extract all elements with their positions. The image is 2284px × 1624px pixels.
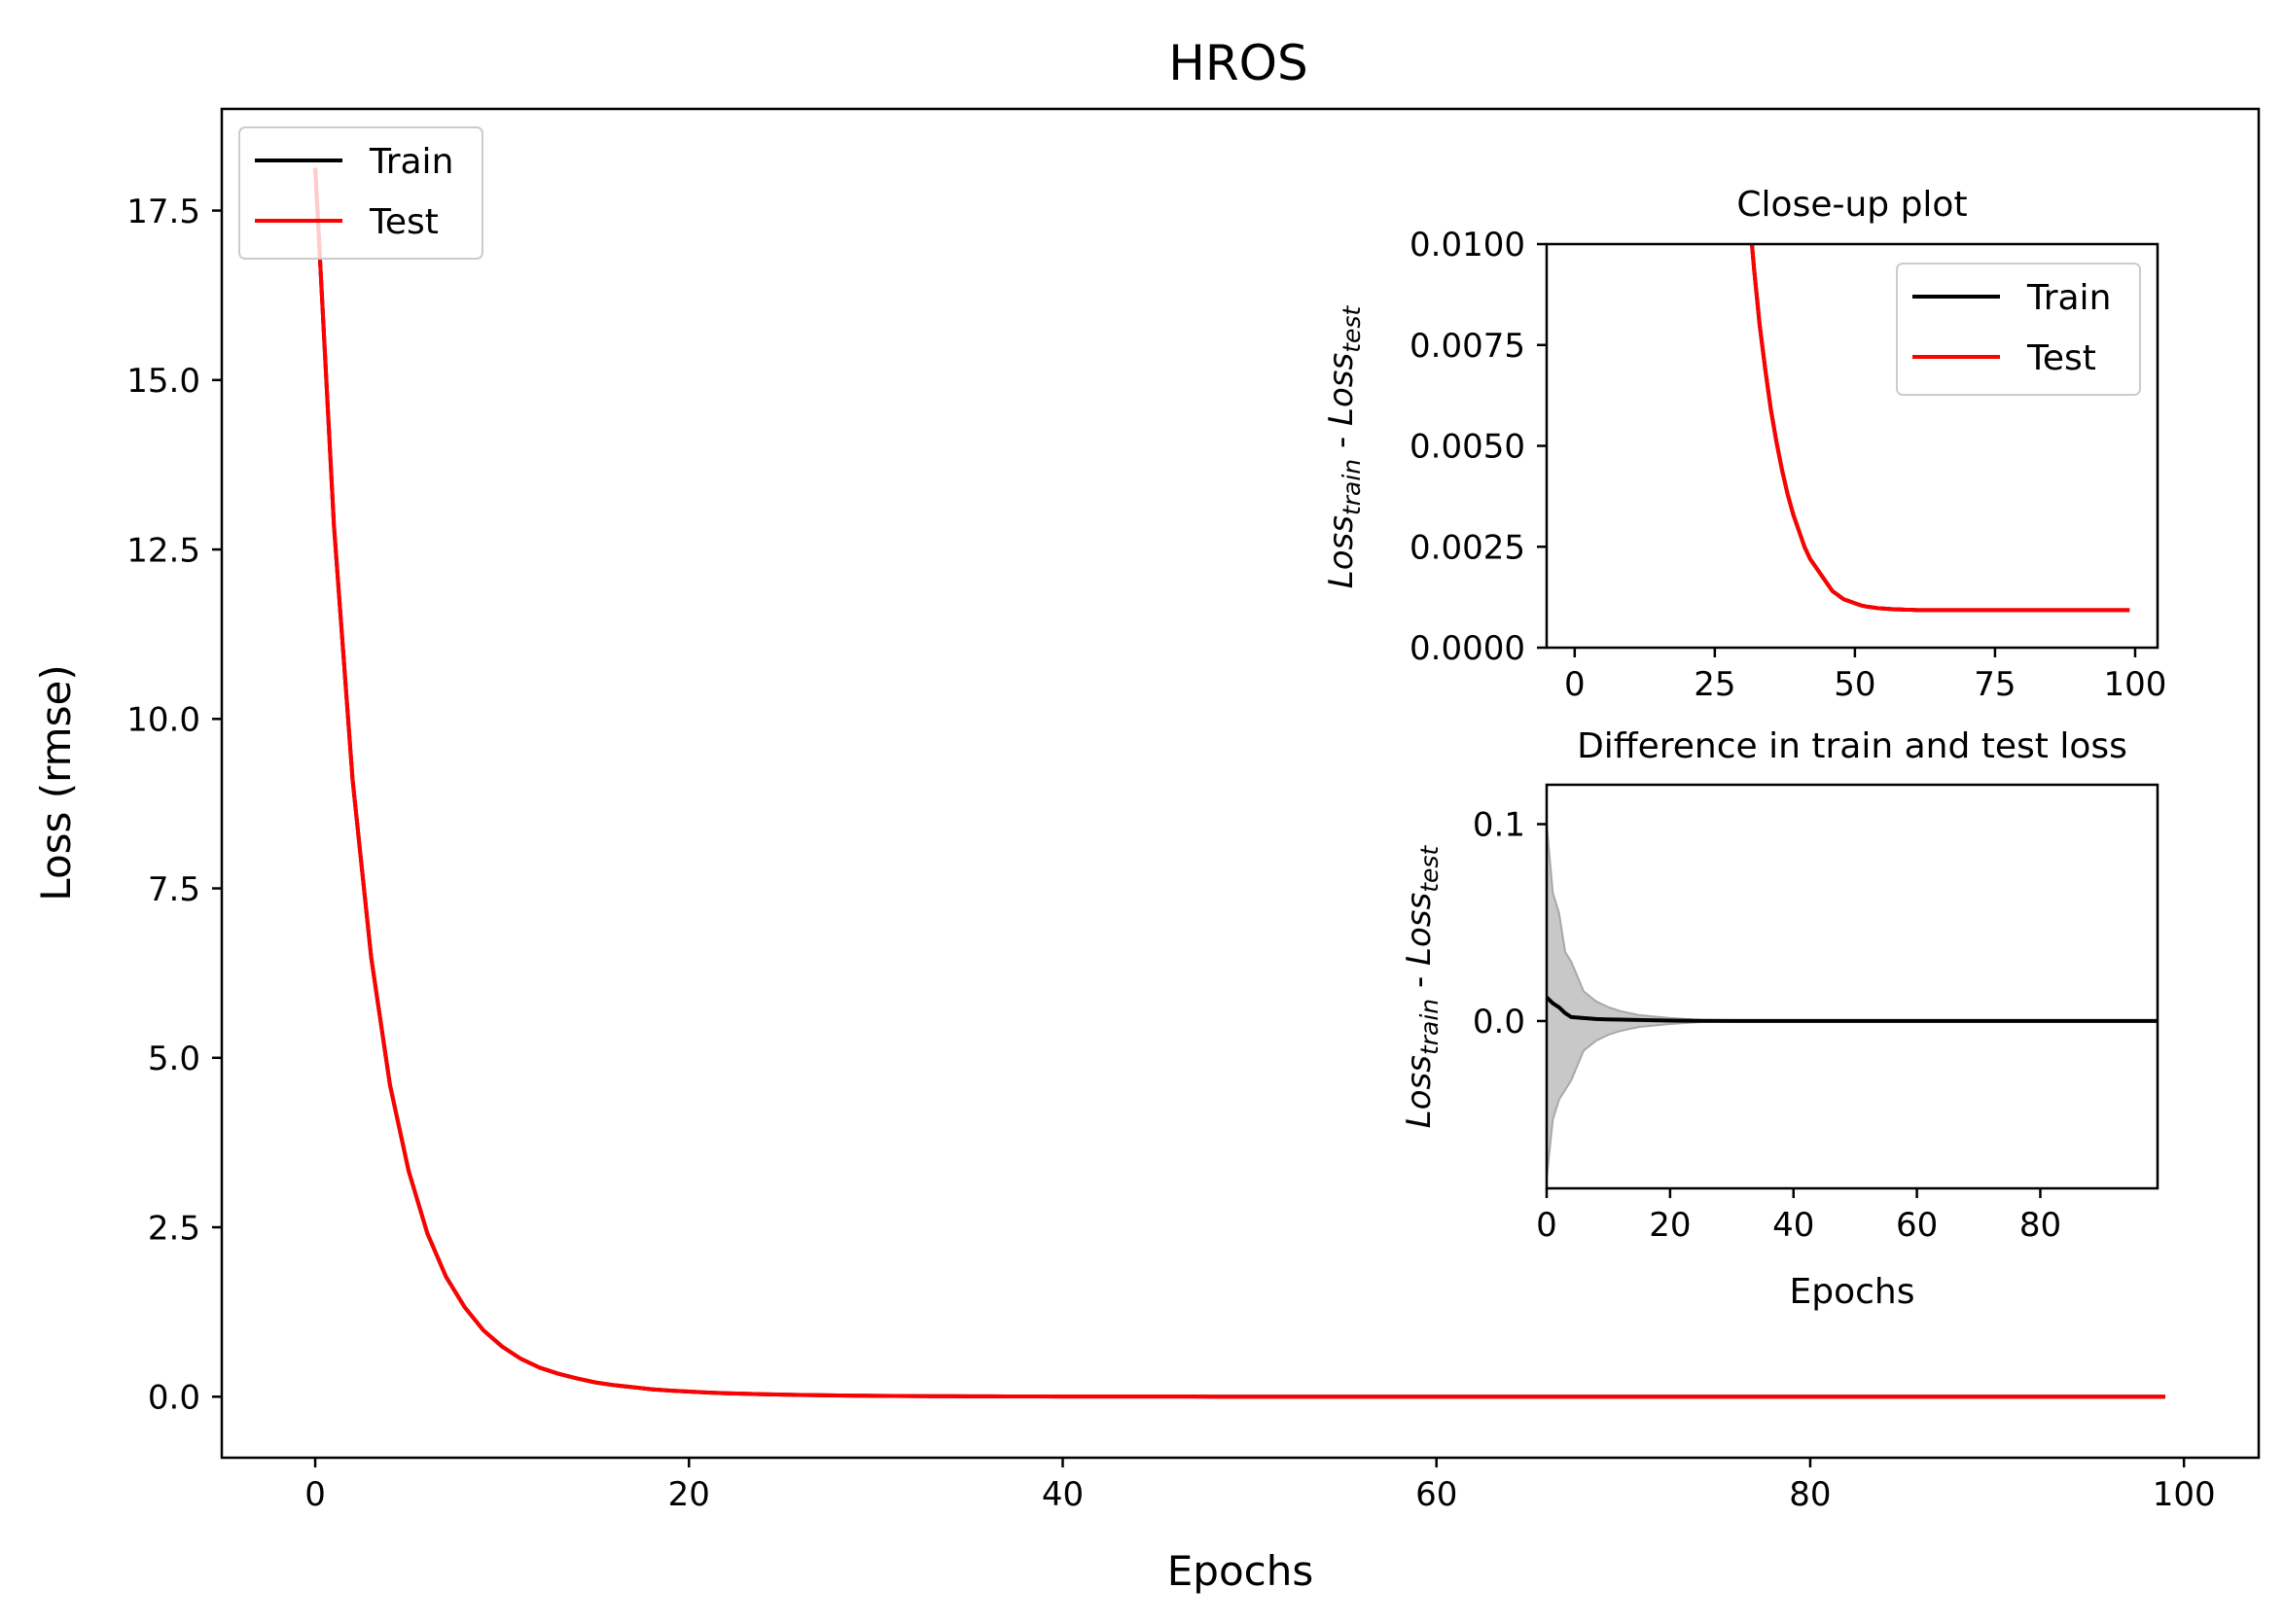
- difference-x-ticks: 0 20 40 60 80: [1536, 1188, 2061, 1245]
- difference-ylabel-base1: Loss: [1400, 1055, 1439, 1128]
- main-x-tick-label: 20: [668, 1475, 710, 1514]
- difference-background: [1547, 785, 2158, 1188]
- closeup-x-tick-label: 50: [1834, 665, 1875, 704]
- closeup-ylabel-sub1: train: [1338, 459, 1366, 515]
- main-y-tick-label: 15.0: [126, 362, 200, 401]
- difference-ylabel-sub1: train: [1415, 999, 1444, 1055]
- main-x-tick-label: 60: [1415, 1475, 1457, 1514]
- main-plot-area: [313, 167, 2165, 1399]
- closeup-y-tick-label: 0.0075: [1410, 327, 1525, 366]
- main-y-tick-label: 17.5: [126, 193, 200, 231]
- closeup-y-tick-label: 0.0050: [1410, 428, 1525, 467]
- main-y-tick-label: 2.5: [148, 1209, 200, 1248]
- closeup-x-tick-label: 0: [1564, 665, 1586, 704]
- difference-ylabel-base2: Loss: [1400, 893, 1439, 966]
- difference-x-tick-label: 80: [2019, 1206, 2061, 1245]
- main-legend-train-label: Train: [369, 142, 453, 182]
- closeup-y-tick-label: 0.0000: [1410, 629, 1525, 668]
- difference-y-ticks: 0.0 0.1: [1473, 806, 1547, 1041]
- difference-x-tick-label: 40: [1772, 1206, 1814, 1245]
- closeup-y-ticks: 0.0000 0.0025 0.0050 0.0075 0.0100: [1410, 226, 1547, 668]
- closeup-legend-train-label: Train: [2026, 278, 2111, 318]
- closeup-plot-area: [1750, 244, 2130, 613]
- main-y-ticks: 0.0 2.5 5.0 7.5 10.0 12.5 15.0 17.5: [126, 193, 222, 1418]
- main-y-tick-label: 5.0: [148, 1040, 200, 1078]
- closeup-x-ticks: 0 25 50 75 100: [1564, 648, 2166, 704]
- main-x-ticks: 0 20 40 60 80 100: [304, 1458, 2216, 1514]
- difference-title: Difference in train and test loss: [1577, 726, 2127, 766]
- main-y-tick-label: 7.5: [148, 870, 200, 909]
- difference-mean-line: [1545, 996, 2158, 1023]
- main-x-tick-label: 80: [1789, 1475, 1831, 1514]
- difference-ylabel-sub2: test: [1415, 845, 1444, 893]
- difference-axes-frame: [1545, 783, 2159, 1190]
- closeup-x-tick-label: 25: [1694, 665, 1735, 704]
- difference-x-tick-label: 0: [1536, 1206, 1557, 1245]
- closeup-title: Close-up plot: [1736, 185, 1967, 225]
- closeup-ylabel-sub2: test: [1338, 305, 1366, 353]
- closeup-y-axis-label: Losstrain - Losstest: [1322, 305, 1366, 589]
- main-series-test-line: [313, 167, 2165, 1399]
- main-y-axis-label: Loss (rmse): [32, 664, 80, 900]
- closeup-ylabel-base1: Loss: [1322, 515, 1361, 588]
- closeup-legend: Train Test: [1896, 263, 2141, 396]
- closeup-y-tick-label: 0.0025: [1410, 528, 1525, 567]
- difference-ylabel-mid: -: [1400, 966, 1439, 999]
- difference-plot-area: [1545, 824, 2158, 1179]
- main-x-tick-label: 0: [304, 1475, 326, 1514]
- difference-x-tick-label: 20: [1649, 1206, 1691, 1245]
- main-legend: Train Test: [238, 126, 483, 260]
- main-y-tick-label: 0.0: [148, 1379, 200, 1418]
- difference-y-tick-label: 0.0: [1473, 1003, 1525, 1041]
- closeup-x-tick-label: 100: [2104, 665, 2167, 704]
- closeup-ylabel-mid: -: [1322, 426, 1361, 459]
- main-legend-test-label: Test: [369, 202, 439, 242]
- main-x-tick-label: 40: [1042, 1475, 1084, 1514]
- closeup-y-tick-label: 0.0100: [1410, 226, 1525, 265]
- main-y-tick-label: 12.5: [126, 531, 200, 570]
- difference-x-tick-label: 60: [1896, 1206, 1938, 1245]
- difference-y-tick-label: 0.1: [1473, 806, 1525, 845]
- main-x-tick-label: 100: [2153, 1475, 2216, 1514]
- main-x-axis-label: Epochs: [1167, 1547, 1314, 1595]
- main-y-tick-label: 10.0: [126, 701, 200, 740]
- main-title: HROS: [1168, 35, 1307, 91]
- closeup-series-test-line: [1750, 244, 2130, 613]
- difference-y-axis-label: Losstrain - Losstest: [1400, 845, 1444, 1129]
- difference-x-axis-label: Epochs: [1790, 1272, 1915, 1312]
- closeup-legend-test-label: Test: [2026, 338, 2096, 378]
- main-axes-frame: [220, 107, 2261, 1460]
- closeup-ylabel-base2: Loss: [1322, 353, 1361, 426]
- closeup-x-tick-label: 75: [1974, 665, 2016, 704]
